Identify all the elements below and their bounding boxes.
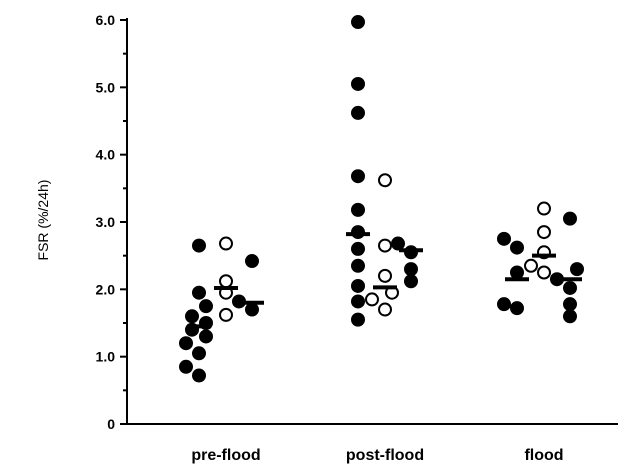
data-point-filled: [404, 274, 418, 289]
data-point-filled: [245, 254, 259, 269]
data-marks: [179, 15, 584, 383]
data-point-filled: [179, 336, 193, 351]
data-point-filled: [351, 225, 365, 240]
y-tick-label: 2.0: [96, 281, 116, 297]
y-axis-title: FSR (%/24h): [35, 180, 51, 261]
data-point-filled: [563, 309, 577, 324]
y-tick-label: 6.0: [96, 12, 116, 28]
data-point-filled: [192, 238, 206, 253]
y-tick-label: 4.0: [96, 147, 116, 163]
y-tick-label: 3.0: [96, 214, 116, 230]
data-point-filled: [192, 285, 206, 300]
data-point-filled: [404, 262, 418, 277]
data-point-open: [537, 225, 551, 240]
y-tick-label: 5.0: [96, 79, 116, 95]
data-point-filled: [351, 105, 365, 120]
group-flood: [497, 201, 584, 324]
data-point-filled: [351, 258, 365, 273]
x-labels: pre-flood post-flood flood: [191, 447, 563, 464]
data-point-filled: [351, 202, 365, 217]
y-axis: 0 1.0 2.0 3.0 4.0 5.0 6.0: [96, 12, 128, 432]
data-point-filled: [563, 211, 577, 226]
data-point-filled: [351, 312, 365, 327]
x-category-label: pre-flood: [191, 447, 260, 464]
data-point-filled: [192, 346, 206, 361]
data-point-open: [537, 201, 551, 216]
data-point-filled: [563, 297, 577, 312]
x-category-label: post-flood: [346, 447, 424, 464]
y-ticks: 0 1.0 2.0 3.0 4.0 5.0 6.0: [96, 12, 127, 432]
data-point-filled: [404, 245, 418, 260]
data-point-open: [378, 173, 392, 188]
data-point-filled: [510, 301, 524, 316]
data-point-filled: [510, 265, 524, 280]
data-point-filled: [351, 76, 365, 91]
data-point-filled: [497, 231, 511, 246]
data-point-filled: [185, 309, 199, 324]
data-point-filled: [497, 297, 511, 312]
data-point-filled: [570, 262, 584, 277]
data-point-open: [378, 238, 392, 253]
data-point-filled: [192, 368, 206, 383]
group-pre-flood: [179, 236, 264, 383]
data-point-filled: [510, 240, 524, 255]
data-point-filled: [391, 236, 405, 251]
data-point-open: [378, 302, 392, 317]
data-point-filled: [179, 359, 193, 374]
data-point-open: [537, 265, 551, 280]
x-axis: pre-flood post-flood flood: [126, 423, 618, 464]
data-point-filled: [199, 299, 213, 314]
data-point-filled: [351, 294, 365, 309]
data-point-filled: [245, 302, 259, 317]
data-point-filled: [351, 15, 365, 30]
data-point-open: [219, 236, 233, 251]
data-point-open: [219, 307, 233, 322]
x-category-label: flood: [524, 447, 563, 464]
data-point-filled: [563, 280, 577, 295]
y-tick-label: 1.0: [96, 349, 116, 365]
data-point-open: [524, 258, 538, 273]
data-point-open: [378, 268, 392, 283]
data-point-open: [219, 274, 233, 289]
y-tick-label: 0: [107, 416, 115, 432]
group-post-flood: [346, 15, 423, 327]
data-point-open: [365, 292, 379, 307]
data-point-filled: [351, 278, 365, 293]
data-point-filled: [199, 329, 213, 344]
data-point-filled: [351, 241, 365, 256]
data-point-filled: [351, 169, 365, 184]
